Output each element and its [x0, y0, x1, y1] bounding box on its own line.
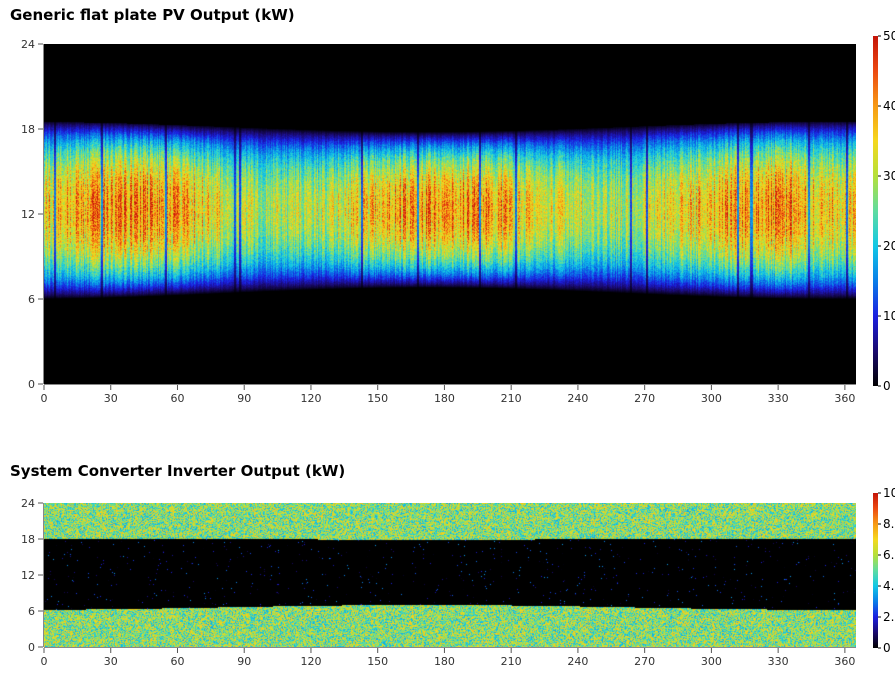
colorbar	[873, 36, 878, 386]
x-tick-label: 210	[501, 392, 522, 402]
y-tick-label: 24	[21, 38, 35, 51]
colorbar-tick-label: 0	[883, 641, 891, 655]
x-tick-label: 90	[237, 392, 251, 402]
x-tick-label: 30	[104, 392, 118, 402]
colorbar-tick-label: 4.0	[883, 579, 895, 593]
x-tick-label: 120	[300, 392, 321, 402]
x-tick-label: 60	[170, 392, 184, 402]
y-tick-label: 12	[21, 208, 35, 221]
heatmap-cells	[44, 44, 856, 384]
y-tick-label: 6	[28, 605, 35, 618]
colorbar	[873, 493, 878, 648]
x-tick-label: 30	[104, 655, 118, 668]
x-tick-label: 330	[768, 655, 789, 668]
x-tick-label: 0	[41, 392, 48, 402]
chart-title-inverter-output: System Converter Inverter Output (kW)	[10, 462, 346, 480]
x-tick-label: 360	[834, 392, 855, 402]
x-tick-label: 270	[634, 655, 655, 668]
y-tick-label: 0	[28, 641, 35, 654]
colorbar-tick-label: 20	[883, 239, 895, 253]
x-tick-label: 330	[768, 392, 789, 402]
colorbar-tick-label: 2.0	[883, 610, 895, 624]
colorbar-tick-label: 30	[883, 169, 895, 183]
heatmap-cells	[44, 503, 856, 647]
x-tick-label: 300	[701, 392, 722, 402]
y-tick-label: 12	[21, 569, 35, 582]
colorbar-tick-label: 0	[883, 379, 891, 393]
x-tick-label: 180	[434, 392, 455, 402]
colorbar-tick-label: 6.0	[883, 548, 895, 562]
x-tick-label: 150	[367, 655, 388, 668]
colorbar-tick-label: 10	[883, 486, 895, 500]
x-tick-label: 180	[434, 655, 455, 668]
x-tick-label: 0	[41, 655, 48, 668]
y-tick-label: 6	[28, 293, 35, 306]
y-tick-label: 0	[28, 378, 35, 391]
x-tick-label: 300	[701, 655, 722, 668]
colorbar-tick-label: 10	[883, 309, 895, 323]
x-tick-label: 90	[237, 655, 251, 668]
x-tick-label: 240	[567, 655, 588, 668]
x-tick-label: 120	[300, 655, 321, 668]
x-tick-label: 210	[501, 655, 522, 668]
y-tick-label: 18	[21, 123, 35, 136]
colorbar-tick-label: 40	[883, 99, 895, 113]
y-tick-label: 18	[21, 533, 35, 546]
x-tick-label: 270	[634, 392, 655, 402]
x-tick-label: 360	[834, 655, 855, 668]
y-tick-label: 24	[21, 497, 35, 510]
colorbar-tick-label: 8.0	[883, 517, 895, 531]
x-tick-label: 240	[567, 392, 588, 402]
x-tick-label: 60	[170, 655, 184, 668]
chart-title-pv-output: Generic flat plate PV Output (kW)	[10, 6, 295, 24]
x-tick-label: 150	[367, 392, 388, 402]
colorbar-tick-label: 50	[883, 30, 895, 43]
